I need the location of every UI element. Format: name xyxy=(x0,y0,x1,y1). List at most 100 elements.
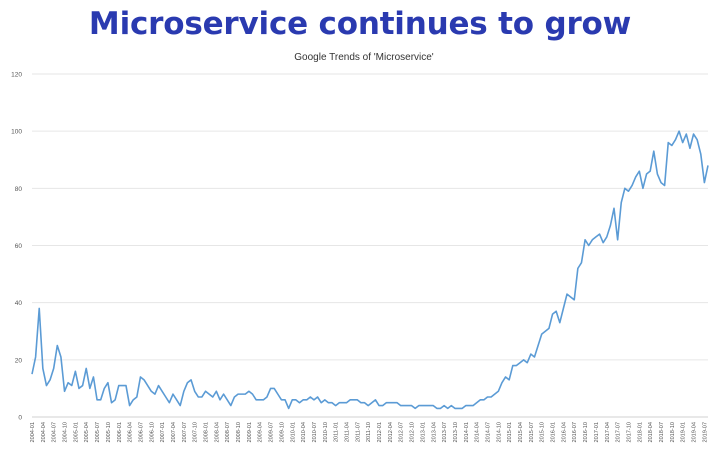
data-point xyxy=(563,308,565,310)
data-point xyxy=(299,402,301,404)
x-tick-label: 2009-07 xyxy=(269,422,275,443)
data-point xyxy=(425,405,427,407)
data-point xyxy=(187,382,189,384)
data-point xyxy=(664,185,666,187)
data-point xyxy=(367,405,369,407)
x-tick-label: 2009-10 xyxy=(279,422,285,443)
data-point xyxy=(176,399,178,401)
data-point xyxy=(255,399,257,401)
data-point xyxy=(660,182,662,184)
x-tick-label: 2005-10 xyxy=(106,422,112,443)
data-point xyxy=(657,173,659,175)
data-point xyxy=(111,402,113,404)
data-point xyxy=(281,399,283,401)
data-point xyxy=(212,396,214,398)
x-tick-label: 2015-01 xyxy=(507,422,513,443)
data-point xyxy=(667,142,669,144)
data-point xyxy=(573,299,575,301)
x-tick-label: 2011-01 xyxy=(334,422,340,442)
data-point xyxy=(440,408,442,410)
x-tick-label: 2015-10 xyxy=(540,422,546,443)
data-point xyxy=(642,188,644,190)
data-point xyxy=(411,405,413,407)
data-point xyxy=(490,396,492,398)
data-point xyxy=(219,399,221,401)
data-point xyxy=(179,405,181,407)
data-point xyxy=(487,396,489,398)
data-point xyxy=(349,399,351,401)
x-tick-label: 2004-01 xyxy=(30,422,36,443)
data-point xyxy=(82,385,84,387)
data-point xyxy=(523,359,525,361)
data-point xyxy=(414,408,416,410)
data-point xyxy=(183,390,185,392)
x-tick-label: 2013-04 xyxy=(431,422,437,443)
data-point xyxy=(396,402,398,404)
data-point xyxy=(407,405,409,407)
data-point xyxy=(682,142,684,144)
data-point xyxy=(302,399,304,401)
x-tick-label: 2016-10 xyxy=(583,422,589,443)
chart-title: Google Trends of 'Microservice' xyxy=(294,52,434,63)
data-point xyxy=(103,388,105,390)
data-point xyxy=(555,310,557,312)
data-point xyxy=(545,330,547,332)
data-point xyxy=(208,393,210,395)
y-tick-label: 100 xyxy=(11,129,22,136)
data-point xyxy=(548,328,550,330)
data-point xyxy=(306,399,308,401)
data-point xyxy=(78,388,80,390)
data-point xyxy=(93,376,95,378)
x-tick-label: 2014-01 xyxy=(464,422,470,443)
x-tick-label: 2014-10 xyxy=(496,422,502,443)
data-point xyxy=(498,390,500,392)
data-point xyxy=(422,405,424,407)
y-tick-label: 80 xyxy=(15,186,23,193)
data-point xyxy=(512,365,514,367)
data-point xyxy=(631,185,633,187)
data-point xyxy=(71,385,73,387)
data-point xyxy=(273,388,275,390)
x-tick-label: 2018-07 xyxy=(659,422,665,443)
data-point xyxy=(216,390,218,392)
gridlines xyxy=(32,73,708,418)
x-tick-label: 2014-07 xyxy=(485,422,491,443)
x-tick-label: 2016-07 xyxy=(572,422,578,443)
data-point xyxy=(172,393,174,395)
y-tick-label: 20 xyxy=(15,357,23,364)
x-tick-label: 2006-01 xyxy=(117,422,123,443)
data-point xyxy=(584,239,586,241)
data-point xyxy=(310,396,312,398)
data-point xyxy=(686,133,688,135)
data-point xyxy=(335,405,337,407)
data-point xyxy=(404,405,406,407)
data-point xyxy=(313,399,315,401)
x-tick-label: 2012-01 xyxy=(377,422,383,443)
x-tick-label: 2004-10 xyxy=(63,422,69,443)
data-point xyxy=(244,393,246,395)
x-tick-label: 2011-07 xyxy=(355,422,361,442)
data-point xyxy=(700,153,702,155)
x-tick-label: 2014-04 xyxy=(475,422,481,443)
data-point xyxy=(248,390,250,392)
data-point xyxy=(263,399,265,401)
data-point xyxy=(624,188,626,190)
data-point xyxy=(223,393,225,395)
data-point xyxy=(707,165,709,167)
data-point xyxy=(360,402,362,404)
x-tick-label: 2012-04 xyxy=(388,422,394,443)
data-point xyxy=(418,405,420,407)
x-tick-label: 2018-01 xyxy=(637,422,643,443)
data-point xyxy=(147,385,149,387)
y-tick-label: 120 xyxy=(11,72,22,79)
data-point xyxy=(143,379,145,381)
data-point xyxy=(150,390,152,392)
data-point xyxy=(252,393,254,395)
data-point xyxy=(169,402,171,404)
x-tick-label: 2013-10 xyxy=(453,422,459,443)
data-point xyxy=(38,308,40,310)
data-point xyxy=(537,345,539,347)
x-tick-label: 2016-04 xyxy=(561,422,567,443)
data-point xyxy=(472,405,474,407)
x-tick-label: 2008-04 xyxy=(214,422,220,443)
